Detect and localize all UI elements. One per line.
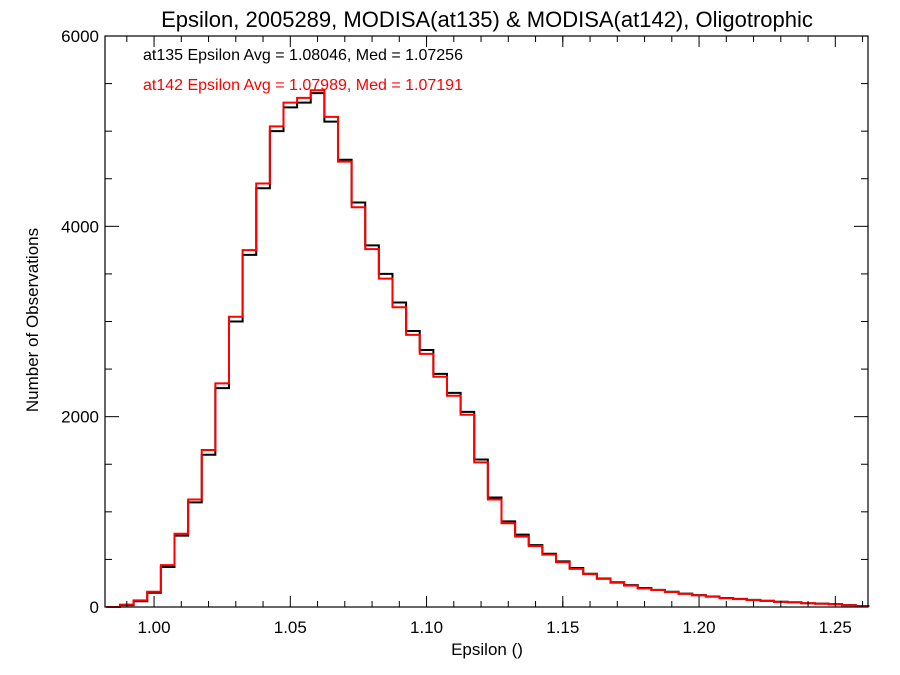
y-axis-label: Number of Observations	[23, 228, 42, 412]
chart-title: Epsilon, 2005289, MODISA(at135) & MODISA…	[161, 7, 813, 32]
histogram-series-1	[106, 89, 870, 608]
y-tick-label: 2000	[61, 408, 99, 427]
annotation-at142-stats: at142 Epsilon Avg = 1.07989, Med = 1.071…	[143, 77, 463, 94]
histogram-series-0	[106, 92, 870, 608]
x-tick-label: 1.00	[138, 618, 171, 637]
x-axis-label: Epsilon ()	[451, 640, 523, 659]
y-tick-label: 6000	[61, 27, 99, 46]
y-tick-label: 0	[90, 598, 99, 617]
x-tick-label: 1.15	[546, 618, 579, 637]
x-tick-label: 1.25	[819, 618, 852, 637]
y-tick-label: 4000	[61, 217, 99, 236]
x-tick-label: 1.20	[683, 618, 716, 637]
x-tick-label: 1.05	[274, 618, 307, 637]
x-tick-label: 1.10	[410, 618, 443, 637]
annotation-at135-stats: at135 Epsilon Avg = 1.08046, Med = 1.072…	[143, 47, 463, 64]
axes: 1.00 1.05 1.10 1.15 1.20 1.25 0 2000 4000 6000	[61, 27, 869, 637]
plot-area	[106, 89, 870, 608]
plot-frame	[104, 35, 869, 608]
